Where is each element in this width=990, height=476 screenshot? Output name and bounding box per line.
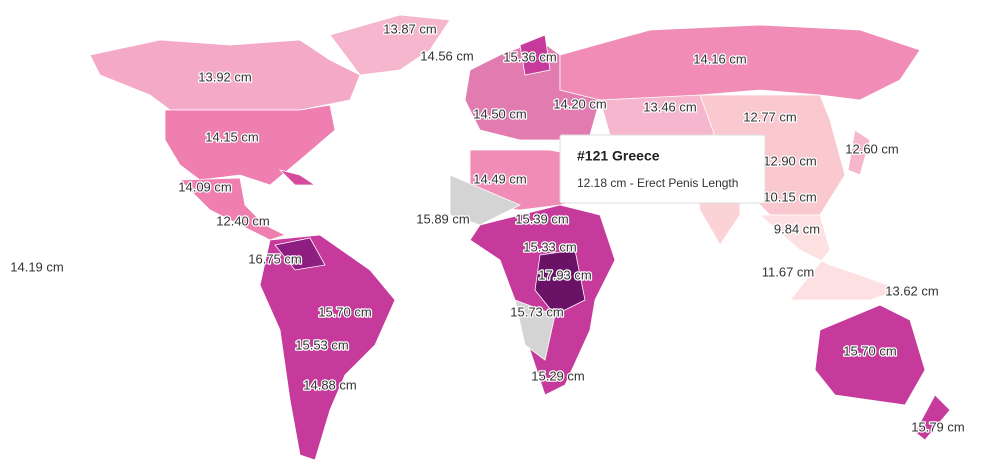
country-label: 15.39 cm: [515, 211, 568, 226]
country-label: 14.50 cm: [473, 106, 526, 121]
country-label: 11.67 cm: [762, 264, 815, 279]
country-label: 14.09 cm: [178, 179, 231, 194]
country-label: 15.53 cm: [295, 337, 348, 352]
tooltip: #121 Greece 12.18 cm - Erect Penis Length: [559, 134, 766, 204]
country-label: 10.15 cm: [763, 189, 816, 204]
country-label: 17.93 cm: [538, 267, 591, 282]
country-label: 9.84 cm: [774, 221, 820, 236]
country-label: 15.29 cm: [531, 368, 584, 383]
country-label: 14.88 cm: [303, 377, 356, 392]
country-label: 12.90 cm: [763, 153, 816, 168]
country-label: 14.16 cm: [693, 51, 746, 66]
country-label: 13.92 cm: [198, 69, 251, 84]
countries: [89, 14, 951, 461]
country-label: 12.40 cm: [216, 213, 269, 228]
country-label: 14.20 cm: [553, 96, 606, 111]
country-label: 15.33 cm: [523, 239, 576, 254]
country-label: 15.70 cm: [843, 343, 896, 358]
country-label: 13.87 cm: [383, 21, 436, 36]
country-label: 12.60 cm: [845, 141, 898, 156]
tooltip-text: 12.18 cm - Erect Penis Length: [577, 176, 738, 190]
country-label: 14.56 cm: [420, 48, 473, 63]
country-label: 14.19 cm: [10, 259, 63, 274]
country-label: 16.75 cm: [248, 251, 301, 266]
tooltip-title: #121 Greece: [577, 148, 660, 164]
country-label: 15.73 cm: [510, 304, 563, 319]
tooltip-box: [559, 134, 766, 204]
country-label: 15.79 cm: [911, 419, 964, 434]
country-label: 15.70 cm: [318, 304, 371, 319]
country-label: 13.62 cm: [885, 283, 938, 298]
country-label: 14.49 cm: [473, 171, 526, 186]
country-label: 14.15 cm: [205, 129, 258, 144]
country-label: 13.46 cm: [643, 99, 696, 114]
country-label: 12.77 cm: [743, 109, 796, 124]
country-label: 15.89 cm: [416, 211, 469, 226]
country-label: 15.36 cm: [503, 49, 556, 64]
